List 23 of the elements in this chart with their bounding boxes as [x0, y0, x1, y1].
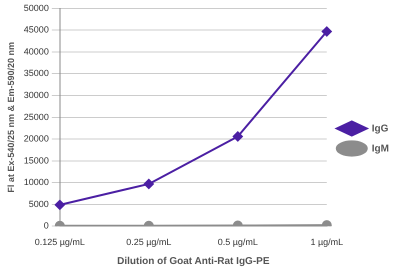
x-tick-label: 0.125 µg/mL	[34, 237, 85, 248]
point	[232, 131, 243, 142]
y-tick-label: 15000	[24, 155, 49, 166]
y-axis-title: Fl at Ex-540/25 nm & Em-590/20 nm	[6, 42, 16, 193]
y-tick-label: 45000	[24, 24, 49, 35]
y-tick-label: 0	[44, 220, 49, 231]
point	[144, 178, 154, 189]
point	[54, 200, 65, 210]
x-tick-label: 1 µg/mL	[310, 237, 344, 248]
legend-label: IgG	[372, 123, 389, 134]
legend-label: IgM	[372, 143, 389, 154]
x-tick-label: 0.5 µg/mL	[218, 237, 258, 248]
y-tick-label: 25000	[24, 112, 49, 122]
y-tick-label: 30000	[24, 90, 49, 100]
y-tick-label: 20000	[24, 134, 49, 144]
y-tick-label: 35000	[24, 68, 49, 78]
y-tick-label: 10000	[24, 177, 49, 188]
y-tick-label: 40000	[24, 46, 49, 56]
point	[322, 26, 332, 36]
y-tick-label: 50000	[24, 2, 49, 13]
x-axis-title: Dilution of Goat Anti-Rat IgG-PE	[117, 256, 270, 267]
x-tick-label: 0.25 µg/mL	[126, 237, 172, 248]
y-tick-label: 5000	[28, 198, 49, 209]
